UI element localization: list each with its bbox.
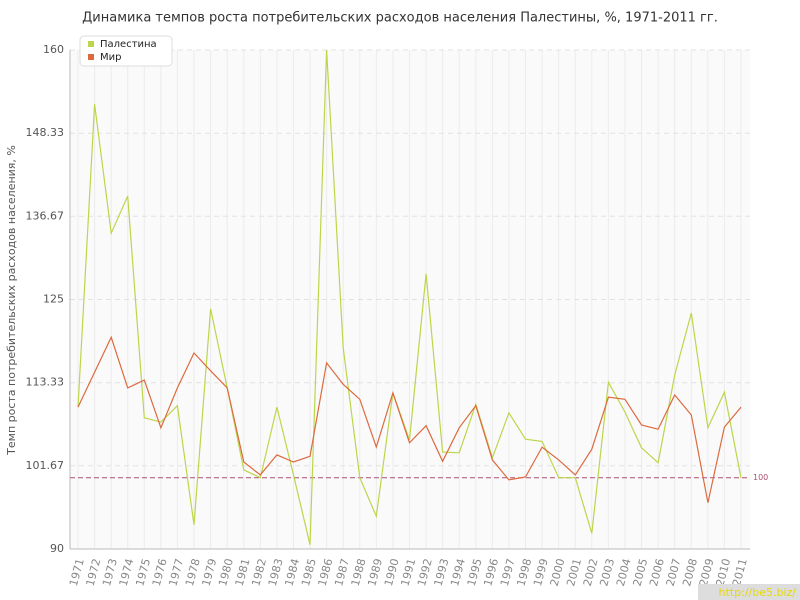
y-tick-label: 148.33 [26,126,65,139]
y-axis-label: Темп роста потребительских расходов насе… [5,145,18,456]
x-tick-label: 2011 [730,557,750,587]
chart-title: Динамика темпов роста потребительских ра… [82,11,718,26]
legend-label: Мир [100,52,121,63]
legend-swatch [88,54,94,60]
legend-box [79,35,173,67]
watermark-box [698,584,800,600]
data-line [77,335,742,503]
legend-label: Палестина [100,39,157,50]
data-line [77,49,742,545]
y-tick-label: 113.33 [26,376,65,389]
legend-swatch [88,41,94,47]
reference-label: 100 [753,473,768,482]
watermark: http://be5.biz/ [719,586,797,599]
y-tick-label: 101.67 [26,459,65,472]
y-tick-label: 125 [43,293,64,306]
y-tick-label: 136.67 [26,209,65,222]
y-tick-label: 90 [50,542,64,555]
y-tick-label: 160 [43,43,64,56]
